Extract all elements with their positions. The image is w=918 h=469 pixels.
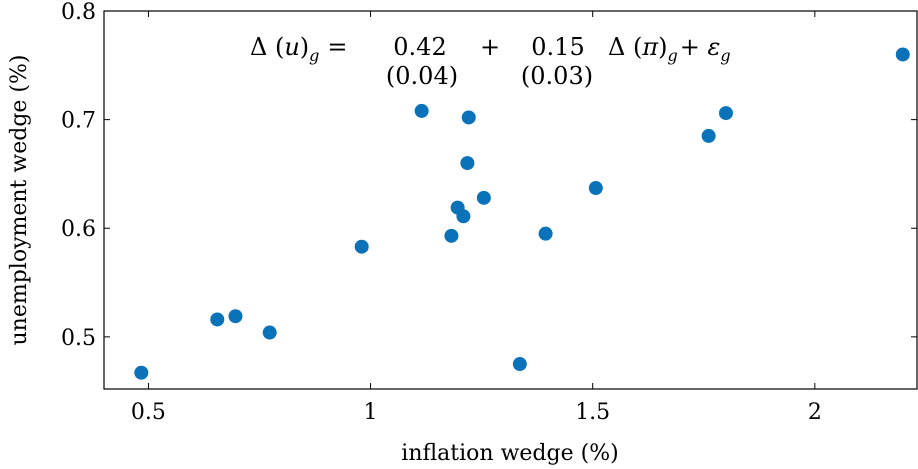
point <box>456 209 471 224</box>
coefficient: 0.15 <box>531 33 584 61</box>
standard-error: (0.03) <box>521 62 593 90</box>
y-tick-label: 0.6 <box>61 217 96 242</box>
point <box>210 312 225 327</box>
point <box>414 103 429 118</box>
standard-error: (0.04) <box>386 62 458 90</box>
y-tick-label: 0.7 <box>61 109 96 134</box>
point <box>460 156 475 171</box>
coefficient: 0.42 <box>393 33 446 61</box>
x-tick-label: 2 <box>808 400 822 425</box>
point <box>588 181 603 196</box>
point <box>134 365 149 380</box>
point <box>538 226 553 241</box>
point <box>354 239 369 254</box>
y-axis-label: unemployment wedge (%) <box>7 55 32 346</box>
plus: + <box>480 33 500 61</box>
x-tick-label: 0.5 <box>131 400 166 425</box>
plot-frame <box>103 10 918 390</box>
point <box>718 106 733 121</box>
point <box>461 110 476 125</box>
point <box>476 190 491 205</box>
point <box>444 228 459 243</box>
x-tick-label: 1.5 <box>575 400 610 425</box>
x-tick-label: 1 <box>364 400 378 425</box>
point <box>701 128 716 143</box>
point <box>228 309 243 324</box>
point <box>895 47 910 62</box>
equation-lhs: Δ (u)g = <box>250 33 348 65</box>
point <box>512 357 527 372</box>
equation-rhs: Δ (π)g+ εg <box>608 33 731 65</box>
x-axis-label: inflation wedge (%) <box>401 441 618 466</box>
y-tick-label: 0.5 <box>61 326 96 351</box>
point <box>262 325 277 340</box>
y-tick-label: 0.8 <box>61 0 96 25</box>
